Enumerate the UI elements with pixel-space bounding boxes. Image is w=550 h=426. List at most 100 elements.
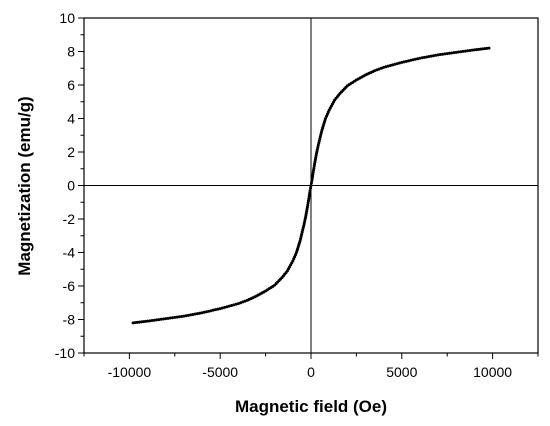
data-point	[166, 316, 170, 320]
data-point	[218, 307, 222, 311]
y-tick-label: -10	[55, 345, 75, 361]
y-tick-label: 6	[67, 77, 75, 93]
y-tick-label: -4	[63, 245, 76, 261]
data-point	[227, 304, 231, 308]
data-point	[150, 319, 154, 323]
y-axis-title: Magnetization (emu/g)	[15, 96, 34, 275]
data-point	[146, 319, 150, 323]
data-point	[416, 57, 420, 61]
x-tick-label: -10000	[108, 364, 152, 380]
data-point	[459, 50, 463, 54]
y-axis-ticks: -10 -8 -6 -4 -2 0 2 4 6 8 10	[55, 10, 84, 361]
y-tick-label: -8	[63, 312, 76, 328]
data-point	[466, 49, 470, 53]
data-point	[461, 49, 465, 53]
data-point	[420, 56, 424, 60]
data-point	[193, 312, 197, 316]
data-point	[214, 308, 218, 312]
data-point	[223, 305, 227, 309]
data-point	[377, 67, 381, 71]
data-point	[230, 303, 234, 307]
data-point	[164, 317, 168, 321]
data-point	[209, 309, 213, 313]
data-point	[418, 56, 422, 60]
data-point	[177, 315, 181, 319]
data-point	[205, 310, 209, 314]
data-point	[438, 53, 442, 57]
data-point	[450, 51, 454, 55]
y-tick-label: 8	[67, 44, 75, 60]
data-point	[207, 309, 211, 313]
x-tick-label: 5000	[386, 364, 417, 380]
data-point	[175, 315, 179, 319]
y-tick-label: -6	[63, 278, 76, 294]
data-point	[407, 59, 411, 63]
data-point	[434, 53, 438, 57]
data-point	[198, 311, 202, 315]
data-point	[232, 303, 236, 307]
data-point	[388, 64, 392, 68]
y-tick-label: 10	[59, 10, 75, 26]
data-point	[457, 50, 461, 54]
data-point	[452, 51, 456, 55]
data-point	[375, 68, 379, 72]
data-point	[398, 61, 402, 65]
data-point	[382, 65, 386, 69]
y-tick-label: 4	[67, 111, 75, 127]
data-point	[445, 52, 449, 56]
data-point	[241, 300, 245, 304]
data-point	[447, 51, 451, 55]
x-axis-ticks: -10000 -5000 0 5000 10000	[83, 353, 539, 380]
data-point	[152, 318, 156, 322]
data-point	[425, 55, 429, 59]
data-point	[243, 299, 247, 303]
data-point	[173, 315, 177, 319]
data-series	[131, 46, 491, 325]
data-point	[196, 312, 199, 316]
data-point	[211, 308, 215, 312]
data-point	[161, 317, 165, 321]
data-point	[443, 52, 447, 56]
data-point	[200, 311, 204, 315]
data-point	[220, 306, 224, 310]
data-point	[411, 58, 415, 62]
data-point	[423, 55, 426, 59]
x-tick-label: 0	[307, 364, 315, 380]
data-point	[180, 314, 184, 318]
data-point	[429, 54, 433, 58]
data-point	[157, 318, 161, 322]
data-point	[202, 310, 206, 314]
data-point	[309, 186, 313, 190]
data-point	[441, 52, 445, 56]
x-axis-title: Magnetic field (Oe)	[235, 397, 387, 416]
x-tick-label: -5000	[202, 364, 238, 380]
data-point	[159, 317, 163, 321]
data-point	[487, 46, 491, 50]
data-point	[463, 49, 467, 53]
data-point	[470, 48, 474, 52]
data-point	[427, 55, 431, 59]
data-point	[402, 60, 406, 64]
data-point	[168, 316, 172, 320]
data-point	[171, 316, 175, 320]
data-point	[413, 57, 417, 61]
data-point	[234, 302, 238, 306]
y-tick-label: 0	[67, 178, 75, 194]
data-point	[395, 62, 399, 66]
data-point	[379, 66, 383, 70]
data-point	[409, 58, 413, 62]
data-point	[373, 69, 377, 73]
data-point	[393, 62, 397, 66]
data-point	[182, 314, 186, 318]
data-point	[184, 314, 188, 318]
data-point	[308, 189, 312, 193]
data-point	[454, 50, 458, 54]
data-point	[148, 319, 152, 323]
data-point	[386, 64, 390, 68]
data-point	[436, 53, 440, 57]
data-point	[216, 307, 220, 311]
data-point	[225, 305, 229, 309]
y-tick-label: 2	[67, 144, 75, 160]
data-point	[309, 181, 313, 185]
